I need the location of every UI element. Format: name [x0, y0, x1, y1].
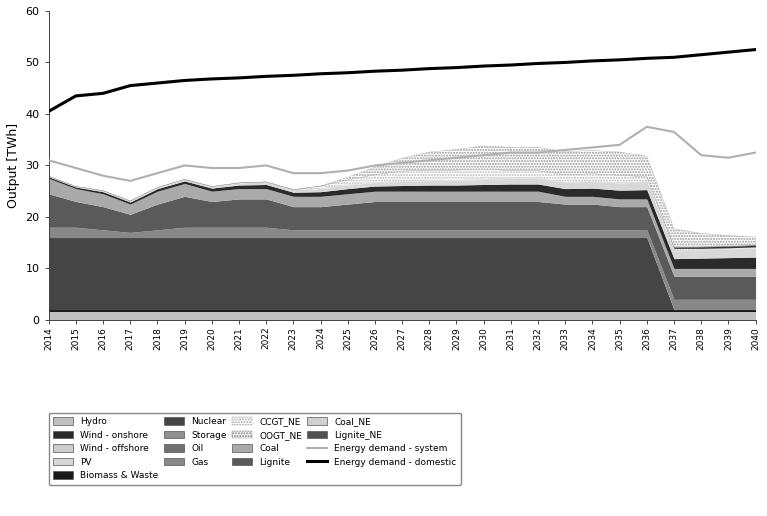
Y-axis label: Output [TWh]: Output [TWh]: [7, 123, 20, 208]
Legend: Hydro, Wind - onshore, Wind - offshore, PV, Biomass & Waste, Nuclear, Storage, O: Hydro, Wind - onshore, Wind - offshore, …: [48, 413, 461, 485]
